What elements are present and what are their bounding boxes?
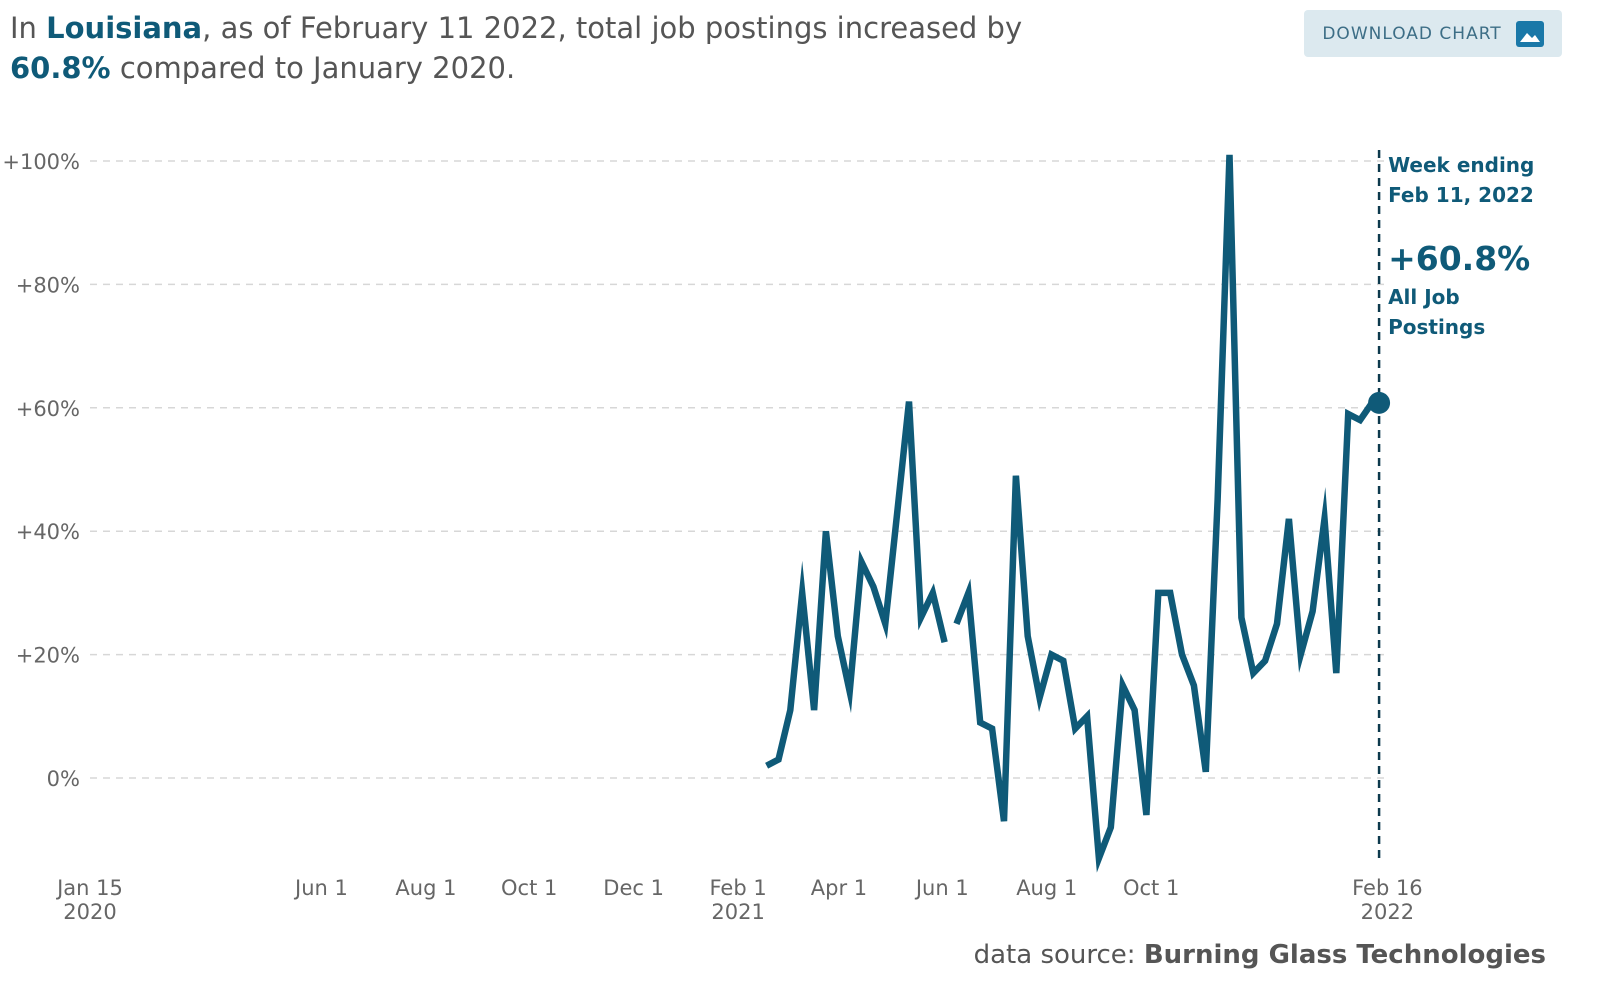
data-point bbox=[930, 590, 936, 596]
data-source: data source: Burning Glass Technologies bbox=[974, 940, 1546, 970]
image-icon bbox=[1515, 20, 1544, 47]
data-source-name: Burning Glass Technologies bbox=[1143, 940, 1546, 970]
x-tick-label: Feb 16 bbox=[1352, 876, 1423, 900]
data-source-prefix: data source: bbox=[973, 940, 1136, 970]
data-point bbox=[918, 615, 924, 621]
data-point bbox=[1274, 621, 1280, 627]
data-point bbox=[787, 707, 793, 713]
data-point bbox=[1250, 670, 1256, 676]
y-tick-label: +40% bbox=[16, 520, 80, 544]
annotation-series-label-2: Postings bbox=[1388, 315, 1485, 339]
series-line-segment bbox=[765, 401, 948, 769]
data-point bbox=[1167, 590, 1173, 596]
data-point bbox=[1132, 707, 1138, 713]
data-point bbox=[835, 633, 841, 639]
data-point bbox=[1321, 516, 1327, 522]
download-chart-button[interactable]: DOWNLOAD CHART bbox=[1304, 10, 1562, 57]
latest-annotation: Week ending Feb 11, 2022 +60.8% All Job … bbox=[1388, 153, 1534, 339]
data-point bbox=[965, 590, 971, 596]
data-point bbox=[1179, 652, 1185, 658]
download-chart-label: DOWNLOAD CHART bbox=[1322, 23, 1502, 44]
data-point bbox=[1096, 855, 1102, 861]
y-tick-label: +80% bbox=[16, 273, 80, 297]
data-point bbox=[1357, 417, 1363, 423]
annotation-date: Feb 11, 2022 bbox=[1388, 183, 1534, 207]
headline-change: 60.8% bbox=[10, 51, 111, 85]
data-point bbox=[1262, 658, 1268, 664]
data-point bbox=[775, 756, 781, 762]
y-tick-label: +60% bbox=[16, 397, 80, 421]
data-point bbox=[1108, 824, 1114, 830]
data-point bbox=[1298, 652, 1304, 658]
data-point bbox=[906, 399, 912, 405]
data-point bbox=[1286, 516, 1292, 522]
data-point bbox=[1215, 497, 1221, 503]
x-tick-label: Aug 1 bbox=[1016, 876, 1077, 900]
x-tick-year: 2021 bbox=[711, 900, 764, 924]
data-point bbox=[1203, 769, 1209, 775]
data-point bbox=[1310, 608, 1316, 614]
data-point bbox=[977, 719, 983, 725]
x-tick-label: Feb 1 bbox=[709, 876, 766, 900]
data-point bbox=[1048, 652, 1054, 658]
data-point bbox=[942, 639, 948, 645]
data-point bbox=[954, 621, 960, 627]
data-point bbox=[1072, 726, 1078, 732]
data-point bbox=[1037, 695, 1043, 701]
headline-prefix: In bbox=[10, 11, 47, 45]
x-tick-label: Jun 1 bbox=[293, 876, 348, 900]
x-tick-label: Jun 1 bbox=[914, 876, 969, 900]
data-point bbox=[1084, 713, 1090, 719]
y-tick-label: 0% bbox=[47, 767, 80, 791]
latest-point-marker bbox=[1368, 391, 1391, 414]
data-point bbox=[894, 510, 900, 516]
data-point bbox=[847, 689, 853, 695]
annotation-value: +60.8% bbox=[1388, 239, 1530, 278]
data-point bbox=[1333, 670, 1339, 676]
data-point bbox=[882, 621, 888, 627]
data-point bbox=[799, 590, 805, 596]
x-tick-year: 2022 bbox=[1361, 900, 1414, 924]
data-point bbox=[1013, 473, 1019, 479]
x-tick-year: 2020 bbox=[63, 900, 116, 924]
data-point bbox=[1191, 682, 1197, 688]
data-point bbox=[1143, 812, 1149, 818]
data-point bbox=[811, 707, 817, 713]
data-point bbox=[823, 528, 829, 534]
x-tick-label: Apr 1 bbox=[811, 876, 867, 900]
data-point bbox=[1345, 411, 1351, 417]
data-point bbox=[1120, 682, 1126, 688]
data-point bbox=[1227, 152, 1233, 158]
data-point bbox=[764, 763, 770, 769]
data-point bbox=[1155, 590, 1161, 596]
headline: In Louisiana, as of February 11 2022, to… bbox=[10, 8, 1110, 88]
data-point bbox=[1060, 658, 1066, 664]
data-point bbox=[989, 726, 995, 732]
data-point bbox=[1001, 818, 1007, 824]
x-tick-label: Oct 1 bbox=[501, 876, 557, 900]
y-tick-label: +20% bbox=[16, 644, 80, 668]
headline-state: Louisiana bbox=[46, 11, 203, 45]
x-tick-label: Aug 1 bbox=[395, 876, 456, 900]
headline-middle: , as of February 11 2022, total job post… bbox=[202, 11, 1023, 45]
x-tick-label: Oct 1 bbox=[1123, 876, 1179, 900]
data-point bbox=[1238, 615, 1244, 621]
y-tick-label: +100% bbox=[2, 150, 80, 174]
x-tick-label: Jan 15 bbox=[55, 876, 123, 900]
series-line-segment bbox=[953, 154, 1375, 873]
data-point bbox=[859, 559, 865, 565]
annotation-week-ending: Week ending bbox=[1388, 153, 1534, 177]
x-tick-label: Dec 1 bbox=[603, 876, 664, 900]
data-point bbox=[1025, 633, 1031, 639]
headline-suffix: compared to January 2020. bbox=[110, 51, 516, 85]
annotation-series-label-1: All Job bbox=[1388, 285, 1460, 309]
data-point bbox=[870, 584, 876, 590]
